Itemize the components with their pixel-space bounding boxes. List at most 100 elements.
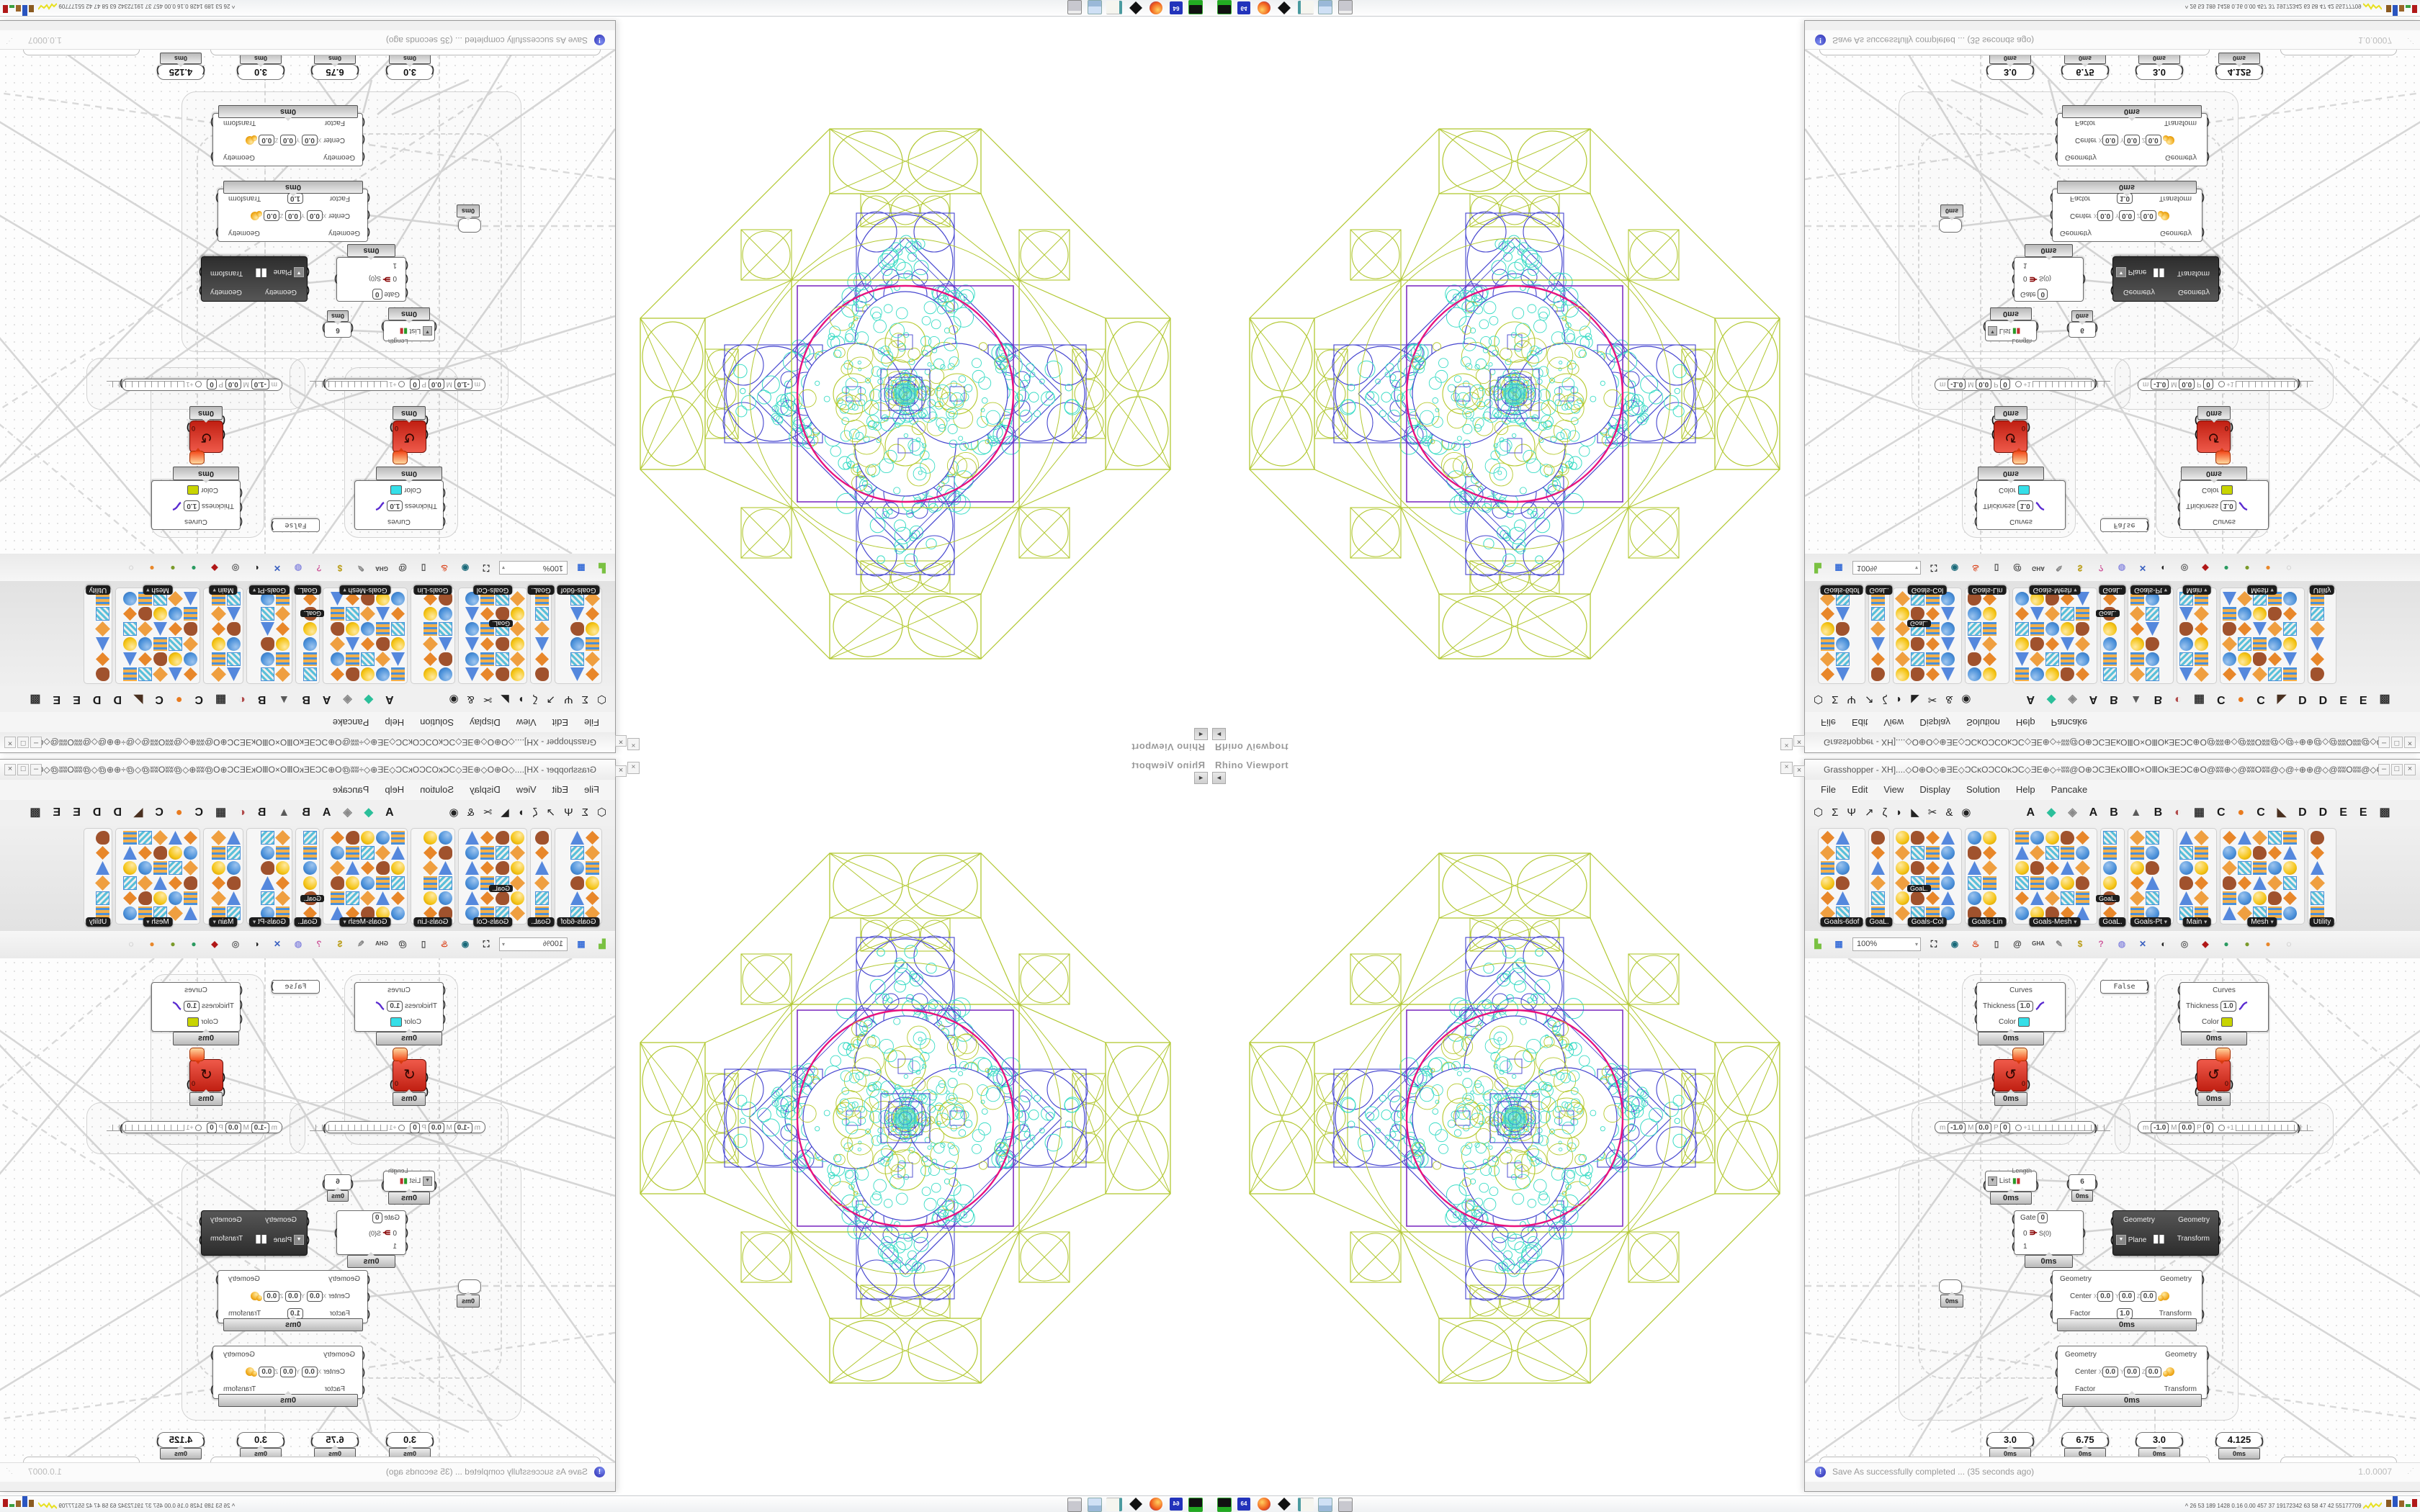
component-icon[interactable] (535, 846, 549, 860)
floppy-64-taskbar-icon[interactable]: 64 (1237, 1498, 1250, 1511)
relay-node[interactable] (458, 218, 481, 233)
goal-mini-tag[interactable]: GoaL. (1907, 620, 1931, 627)
cat-tool-taskbar-icon[interactable] (1129, 1, 1142, 14)
component-icon[interactable] (2076, 667, 2089, 681)
minimize-button[interactable]: – (2378, 737, 2390, 748)
component-icon[interactable] (535, 667, 549, 681)
component-icon[interactable] (586, 861, 599, 875)
relay-node[interactable] (1939, 218, 1962, 233)
component-icon[interactable] (1896, 637, 1909, 651)
component-icon[interactable] (480, 637, 494, 651)
component-icon[interactable] (2030, 637, 2044, 651)
component-icon[interactable] (1836, 891, 1850, 905)
cat-tool-taskbar-icon[interactable] (1278, 1, 1291, 14)
sketch-button[interactable]: ✎ (357, 563, 365, 573)
component-icon[interactable] (261, 667, 274, 681)
ball-green-button[interactable]: ● (191, 939, 197, 949)
error-component[interactable]: ↺ 0 (() (2195, 415, 2233, 453)
component-icon[interactable] (2146, 861, 2159, 875)
component-icon[interactable] (1871, 906, 1885, 920)
category-tab-icon[interactable]: Σ (581, 693, 588, 706)
color-swatch[interactable] (2017, 1017, 2030, 1027)
component-icon[interactable] (1871, 891, 1885, 905)
maximize-button[interactable]: □ (2391, 764, 2403, 775)
component-icon[interactable] (2146, 667, 2159, 681)
component-icon[interactable] (261, 607, 274, 621)
panel-close-icon[interactable]: × (1793, 735, 1805, 747)
component-icon[interactable] (465, 846, 479, 860)
plugin-tab[interactable]: A (322, 806, 331, 819)
component-icon[interactable] (2194, 891, 2209, 906)
component-icon[interactable] (212, 622, 225, 636)
component-icon[interactable] (2146, 846, 2159, 860)
plugin-tab[interactable]: ▩ (30, 693, 41, 706)
component-icon[interactable] (2283, 846, 2297, 860)
category-tab-icon[interactable]: ◗ (1896, 693, 1903, 706)
component-icon[interactable] (1896, 667, 1909, 681)
component-icon[interactable] (2130, 652, 2144, 666)
thickness-value[interactable]: 1.0 (387, 500, 403, 511)
grasshopper-canvas[interactable]: Curves Thickness 1.0 Color ((( 0ms Cur (1805, 958, 2420, 1462)
component-icon[interactable] (2130, 606, 2145, 621)
menu-display[interactable]: Display (1919, 717, 1950, 728)
component-icon[interactable] (511, 667, 524, 681)
component-icon[interactable] (276, 861, 290, 875)
component-icon[interactable] (183, 636, 198, 652)
component-icon[interactable] (1983, 906, 1996, 920)
component-icon[interactable] (1968, 876, 1981, 890)
cat-tool-taskbar-icon[interactable] (1278, 1498, 1291, 1511)
emulator-taskbar-icon[interactable] (1188, 1498, 1203, 1512)
category-tab-icon[interactable]: ◣ (501, 693, 509, 706)
component-icon[interactable] (570, 891, 584, 905)
category-tab-icon[interactable]: ◗ (517, 693, 524, 706)
plugin-tab[interactable]: ▦ (2193, 806, 2205, 819)
component-icon[interactable] (2179, 622, 2193, 636)
component-icon[interactable] (391, 906, 405, 920)
component-icon[interactable] (2061, 652, 2074, 666)
component-icon[interactable] (2061, 891, 2074, 905)
component-icon[interactable] (346, 876, 359, 890)
component-icon[interactable] (2103, 652, 2117, 666)
component-icon[interactable] (227, 876, 241, 890)
plugin-tab[interactable]: D (92, 693, 102, 706)
category-tab-icon[interactable]: ✂ (1927, 806, 1937, 819)
stream-filter-component[interactable]: Gate 0 0 ⋔ S(0) 1 ((( ) (2012, 257, 2086, 302)
palette-group-label[interactable]: Goals-Mesh ▾ (2029, 585, 2081, 595)
error-balloon[interactable] (2215, 1048, 2231, 1064)
component-icon[interactable] (227, 831, 241, 845)
component-icon[interactable] (2268, 846, 2282, 860)
component-icon[interactable] (2195, 906, 2208, 920)
component-icon[interactable] (376, 622, 390, 636)
component-icon[interactable] (2283, 592, 2297, 606)
wireframe-preview-button[interactable]: ♨ (1971, 563, 1980, 573)
component-icon[interactable] (2252, 667, 2267, 682)
category-tab-icon[interactable]: ✂ (1927, 693, 1937, 706)
component-icon[interactable] (275, 830, 290, 845)
ball-green-button[interactable]: ● (191, 563, 197, 573)
component-icon[interactable] (346, 891, 359, 905)
preview-eye-button[interactable]: ◉ (461, 939, 470, 949)
component-icon[interactable] (535, 861, 549, 875)
component-icon[interactable] (376, 891, 390, 905)
component-icon[interactable] (2130, 830, 2145, 845)
wireframe-preview-button[interactable]: ♨ (440, 563, 449, 573)
component-icon[interactable] (2076, 876, 2089, 890)
component-icon[interactable] (227, 637, 241, 651)
component-icon[interactable] (331, 831, 344, 845)
category-tab-icon[interactable]: ↗ (546, 693, 556, 706)
component-icon[interactable] (2045, 667, 2059, 681)
component-icon[interactable] (2194, 667, 2209, 682)
printer-taskbar-icon[interactable] (1067, 0, 1082, 14)
component-icon[interactable] (211, 830, 226, 845)
transform-component[interactable]: Geometry Geometry ▼ Plane ▮▮ Transform ((… (199, 1210, 310, 1256)
preview-eye-button[interactable]: ◉ (1950, 563, 1959, 573)
component-icon[interactable] (2075, 636, 2090, 652)
component-icon[interactable] (510, 591, 525, 606)
component-icon[interactable] (480, 891, 494, 905)
plugin-tab[interactable]: ● (2237, 806, 2245, 819)
ball-orange-button[interactable]: ● (149, 939, 155, 949)
component-icon[interactable] (169, 891, 182, 905)
component-icon[interactable] (2061, 906, 2074, 920)
component-icon[interactable] (2311, 637, 2324, 651)
component-icon[interactable] (2238, 652, 2251, 666)
